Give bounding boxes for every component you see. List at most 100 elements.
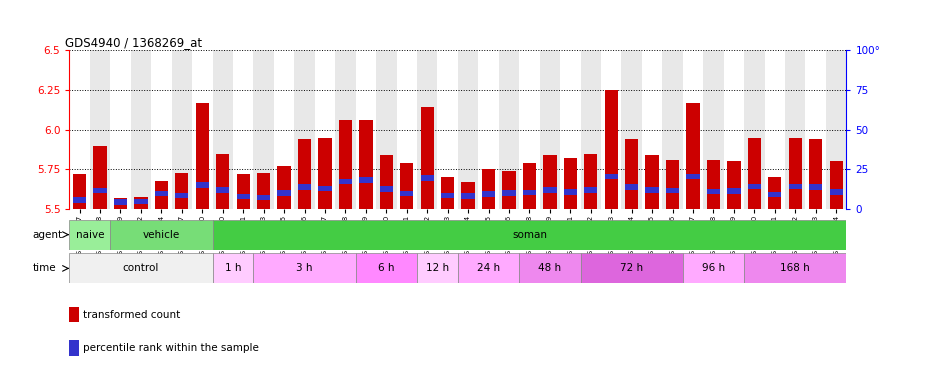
- Bar: [703, 50, 723, 209]
- Bar: [523, 190, 536, 195]
- Bar: [69, 340, 79, 356]
- Bar: [662, 50, 683, 209]
- Bar: [172, 50, 192, 209]
- Bar: [93, 146, 106, 209]
- Bar: [581, 253, 683, 283]
- Bar: [543, 155, 557, 209]
- Bar: [601, 50, 622, 209]
- Bar: [605, 174, 618, 179]
- Bar: [355, 253, 417, 283]
- Bar: [278, 190, 290, 195]
- Bar: [666, 160, 679, 209]
- Bar: [318, 186, 331, 191]
- Bar: [666, 188, 679, 194]
- Bar: [175, 193, 189, 198]
- Bar: [233, 50, 253, 209]
- Bar: [727, 162, 741, 209]
- Text: 12 h: 12 h: [426, 263, 449, 273]
- Bar: [683, 50, 703, 209]
- Text: 24 h: 24 h: [477, 263, 500, 273]
- Bar: [642, 50, 662, 209]
- Bar: [151, 50, 172, 209]
- Bar: [683, 253, 744, 283]
- Text: 96 h: 96 h: [702, 263, 725, 273]
- Text: 3 h: 3 h: [296, 263, 313, 273]
- Bar: [563, 189, 577, 195]
- Text: 48 h: 48 h: [538, 263, 561, 273]
- Bar: [175, 173, 189, 209]
- Bar: [421, 175, 434, 181]
- Bar: [69, 220, 110, 250]
- Bar: [379, 155, 393, 209]
- Bar: [134, 197, 148, 209]
- Bar: [274, 50, 294, 209]
- Bar: [397, 50, 417, 209]
- Text: 72 h: 72 h: [620, 263, 643, 273]
- Bar: [401, 163, 413, 209]
- Bar: [563, 158, 577, 209]
- Bar: [789, 137, 802, 209]
- Bar: [359, 177, 373, 182]
- Bar: [359, 120, 373, 209]
- Bar: [502, 171, 515, 209]
- Bar: [768, 192, 782, 197]
- Bar: [379, 186, 393, 192]
- Bar: [744, 253, 846, 283]
- Bar: [114, 199, 127, 205]
- Bar: [213, 253, 253, 283]
- Bar: [192, 50, 213, 209]
- Bar: [355, 50, 376, 209]
- Bar: [213, 50, 233, 209]
- Bar: [499, 50, 519, 209]
- Bar: [478, 50, 499, 209]
- Bar: [376, 50, 397, 209]
- Bar: [154, 191, 168, 196]
- Text: 168 h: 168 h: [781, 263, 810, 273]
- Bar: [707, 189, 720, 194]
- Bar: [785, 50, 806, 209]
- Bar: [314, 50, 335, 209]
- Bar: [727, 189, 741, 194]
- Bar: [646, 155, 659, 209]
- Bar: [69, 307, 79, 322]
- Bar: [216, 187, 229, 192]
- Text: vehicle: vehicle: [142, 230, 180, 240]
- Bar: [339, 179, 352, 184]
- Bar: [213, 220, 846, 250]
- Bar: [744, 50, 765, 209]
- Bar: [69, 253, 213, 283]
- Text: time: time: [32, 263, 56, 273]
- Bar: [789, 184, 802, 189]
- Bar: [747, 137, 761, 209]
- Bar: [830, 162, 843, 209]
- Bar: [502, 190, 515, 196]
- Bar: [298, 139, 311, 209]
- Text: 6 h: 6 h: [378, 263, 395, 273]
- Bar: [335, 50, 355, 209]
- Text: agent: agent: [32, 230, 63, 240]
- Bar: [519, 253, 581, 283]
- Bar: [257, 173, 270, 209]
- Bar: [830, 189, 843, 195]
- Bar: [809, 139, 822, 209]
- Bar: [278, 166, 290, 209]
- Bar: [237, 174, 250, 209]
- Bar: [69, 50, 90, 209]
- Bar: [253, 50, 274, 209]
- Bar: [441, 177, 454, 209]
- Bar: [826, 50, 846, 209]
- Bar: [417, 50, 438, 209]
- Bar: [625, 184, 638, 190]
- Bar: [339, 120, 352, 209]
- Bar: [195, 103, 209, 209]
- Bar: [237, 194, 250, 199]
- Text: naive: naive: [76, 230, 105, 240]
- Bar: [195, 182, 209, 188]
- Text: percentile rank within the sample: percentile rank within the sample: [83, 343, 259, 353]
- Bar: [686, 103, 699, 209]
- Bar: [134, 199, 148, 204]
- Bar: [216, 154, 229, 209]
- Text: 1 h: 1 h: [225, 263, 241, 273]
- Bar: [294, 50, 314, 209]
- Bar: [519, 50, 539, 209]
